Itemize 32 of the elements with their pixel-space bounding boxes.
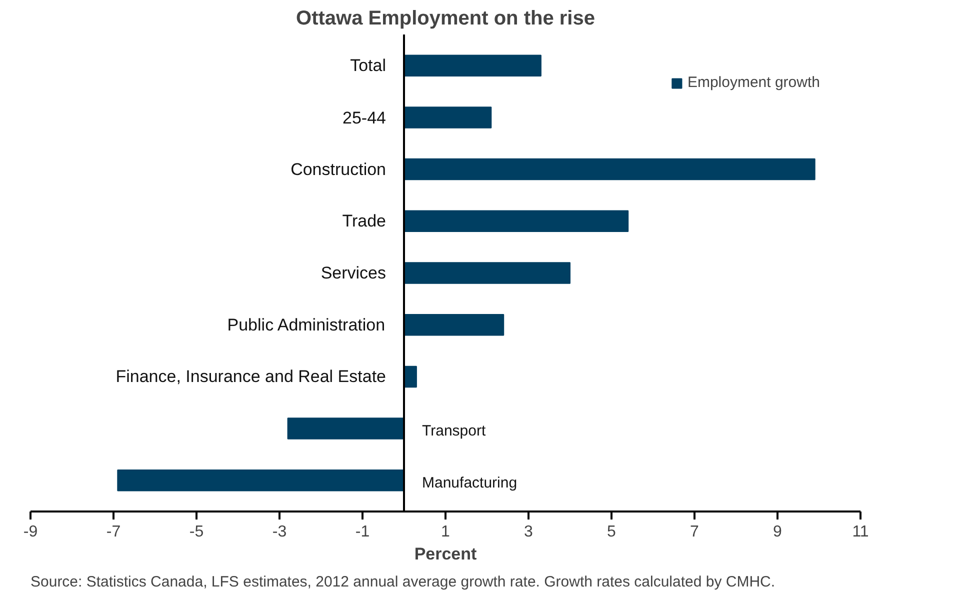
y-tick-label: Trade bbox=[342, 212, 386, 231]
x-tick-label: 1 bbox=[441, 524, 450, 540]
chart-title: Ottawa Employment on the rise bbox=[296, 8, 595, 30]
x-axis-title: Percent bbox=[414, 544, 478, 564]
x-tick-label: 11 bbox=[852, 524, 869, 540]
y-tick-label: Transport bbox=[422, 422, 486, 440]
y-tick-label: Services bbox=[320, 264, 386, 282]
y-tick-label: Finance, Insurance and Real Estate bbox=[116, 367, 386, 386]
bar bbox=[404, 106, 492, 128]
x-tick-label: -3 bbox=[272, 524, 287, 540]
source-note: Source: Statistics Canada, LFS estimates, 2012 annual average growth rate. Growth rates calculated by CMHC. bbox=[30, 574, 776, 590]
bar bbox=[404, 54, 542, 76]
bar bbox=[404, 314, 504, 336]
x-tick-label: 5 bbox=[607, 524, 616, 540]
bar bbox=[404, 262, 570, 284]
y-tick-label: 25-44 bbox=[342, 108, 386, 128]
x-tick-label: -5 bbox=[189, 524, 204, 540]
y-tick-label: Manufacturing bbox=[422, 474, 518, 492]
bar bbox=[117, 470, 404, 492]
x-tick-label: -1 bbox=[355, 524, 370, 540]
x-tick-label: -9 bbox=[23, 524, 38, 540]
legend-label: Employment growth bbox=[687, 74, 820, 91]
bar bbox=[287, 418, 404, 440]
bar bbox=[404, 210, 629, 232]
y-tick-label: Construction bbox=[290, 160, 386, 179]
x-tick-label: 3 bbox=[524, 524, 534, 540]
x-tick-label: -7 bbox=[106, 524, 121, 540]
bar bbox=[404, 158, 816, 180]
x-tick-label: 7 bbox=[690, 524, 700, 540]
y-tick-label: Public Administration bbox=[227, 315, 386, 334]
x-tick-label: 9 bbox=[773, 524, 782, 540]
y-tick-label: Total bbox=[350, 56, 386, 76]
